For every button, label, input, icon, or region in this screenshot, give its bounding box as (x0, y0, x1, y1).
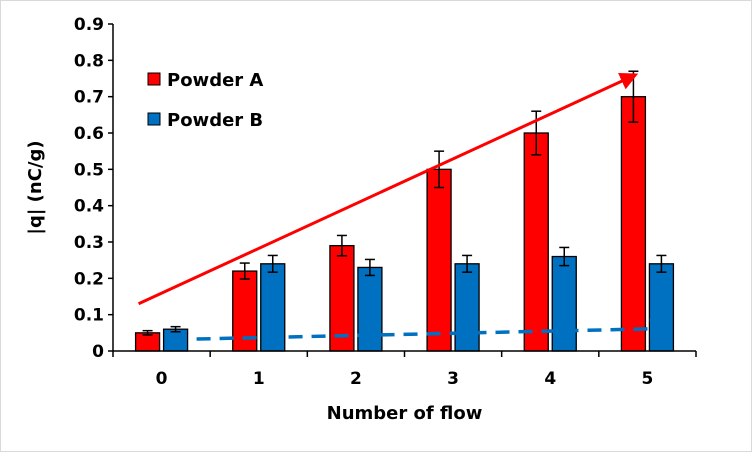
bar-powder-a-3 (426, 168, 452, 352)
bar-powder-a-5 (620, 96, 647, 352)
error-bars-layer (142, 70, 667, 336)
bar-powder-b-5 (648, 263, 675, 352)
legend-swatch-powder-b (147, 112, 161, 126)
y-tick-label: 0.4 (74, 197, 104, 217)
bars-layer (134, 96, 675, 352)
bar-powder-b-4 (551, 255, 577, 352)
legend-label-powder-b: Powder B (167, 110, 263, 131)
trend-line-powder-b (196, 318, 671, 341)
bar-powder-a-4 (523, 132, 549, 352)
y-tick-label: 0.3 (74, 233, 104, 253)
y-tick-label: 0.8 (74, 51, 104, 71)
y-axis-title: |q| (nC/g) (25, 140, 46, 234)
bar-powder-b-2 (357, 266, 383, 352)
x-axis-title: Number of flow (327, 403, 483, 424)
y-tick-label: 0.6 (74, 124, 104, 144)
x-tick-label: 4 (544, 369, 556, 389)
y-tick-label: 0.2 (74, 269, 104, 289)
y-tick-label: 0 (92, 342, 104, 362)
bar-powder-b-3 (454, 263, 480, 352)
x-tick-label: 0 (156, 369, 168, 389)
legend-label-powder-a: Powder A (167, 70, 263, 91)
x-tick-label: 5 (641, 369, 653, 389)
legend-swatch-powder-a (147, 72, 161, 86)
ticks-layer: 0 0.1 0.2 0.3 0.4 0.5 0.6 0.7 0.8 0.9 0 1 2 3 4 5 (74, 15, 697, 389)
y-tick-label: 0.1 (74, 306, 104, 326)
trend-lines-layer (137, 72, 671, 341)
y-tick-label: 0.9 (74, 15, 104, 35)
legend: Powder A Powder B (147, 70, 263, 131)
x-tick-label: 1 (253, 369, 265, 389)
trend-line-powder-a (137, 72, 639, 306)
x-tick-label: 3 (447, 369, 459, 389)
y-tick-label: 0.5 (74, 160, 104, 180)
x-tick-label: 2 (350, 369, 362, 389)
y-tick-label: 0.7 (74, 88, 104, 108)
